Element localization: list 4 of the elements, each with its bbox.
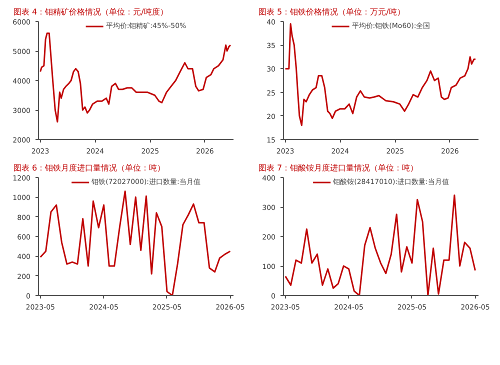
chart-title: 图表 6：钼铁月度进口量情况（单位：吨） <box>14 164 166 172</box>
chart-title: 图表 5：钼铁价格情况（单位：万元/吨） <box>258 8 405 16</box>
chart-title: 图表 7：钼酸铵月度进口量情况（单位：吨） <box>258 164 418 172</box>
chart-title: 图表 4：钼精矿价格情况（单位：元/吨度） <box>14 8 168 16</box>
